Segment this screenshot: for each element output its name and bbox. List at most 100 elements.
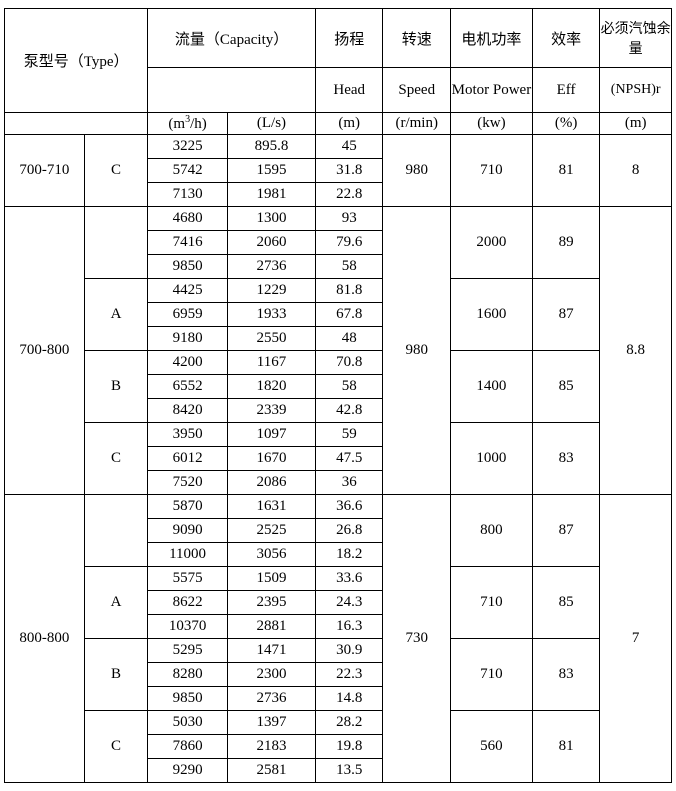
capacity-ls-cell: 2736 [227, 255, 315, 279]
variant-code-cell [84, 495, 147, 567]
col-npsh-cn: 必须汽蚀余量 [600, 9, 672, 68]
unit-rmin: (r/min) [383, 113, 451, 135]
eff-cell: 85 [532, 567, 600, 639]
capacity-ls-cell: 2339 [227, 399, 315, 423]
capacity-m3h-cell: 4425 [148, 279, 228, 303]
head-cell: 48 [315, 327, 383, 351]
capacity-m3h-cell: 4680 [148, 207, 228, 231]
head-cell: 81.8 [315, 279, 383, 303]
unit-m3h: (m3/h) [148, 113, 228, 135]
table-row: B5295147130.971083 [5, 639, 672, 663]
head-cell: 28.2 [315, 711, 383, 735]
table-row: C5030139728.256081 [5, 711, 672, 735]
col-npsh-en: (NPSH)r [600, 68, 672, 113]
table-row: 800-8005870163136.6730800877 [5, 495, 672, 519]
variant-code-cell: C [84, 423, 147, 495]
unit-pct: (%) [532, 113, 600, 135]
head-cell: 24.3 [315, 591, 383, 615]
capacity-ls-cell: 2183 [227, 735, 315, 759]
eff-cell: 89 [532, 207, 600, 279]
col-power-en: Motor Power [451, 68, 533, 113]
power-cell: 2000 [451, 207, 533, 279]
col-speed-en: Speed [383, 68, 451, 113]
table-row: B4200116770.8140085 [5, 351, 672, 375]
unit-ls: (L/s) [227, 113, 315, 135]
col-eff-cn: 效率 [532, 9, 600, 68]
power-cell: 710 [451, 639, 533, 711]
capacity-m3h-cell: 7860 [148, 735, 228, 759]
variant-code-cell: C [84, 711, 147, 783]
capacity-m3h-cell: 4200 [148, 351, 228, 375]
pump-spec-table: 泵型号（Type） 流量（Capacity） 扬程 转速 电机功率 效率 必须汽… [4, 8, 672, 783]
capacity-ls-cell: 1097 [227, 423, 315, 447]
capacity-m3h-cell: 8280 [148, 663, 228, 687]
capacity-ls-cell: 895.8 [227, 135, 315, 159]
power-cell: 560 [451, 711, 533, 783]
head-cell: 18.2 [315, 543, 383, 567]
variant-code-cell [84, 207, 147, 279]
eff-cell: 83 [532, 639, 600, 711]
capacity-m3h-cell: 9850 [148, 255, 228, 279]
capacity-ls-cell: 2550 [227, 327, 315, 351]
col-eff-en: Eff [532, 68, 600, 113]
model-cell: 800-800 [5, 495, 85, 783]
capacity-ls-cell: 1397 [227, 711, 315, 735]
head-cell: 22.8 [315, 183, 383, 207]
capacity-ls-cell: 2581 [227, 759, 315, 783]
head-cell: 33.6 [315, 567, 383, 591]
eff-cell: 85 [532, 351, 600, 423]
power-cell: 710 [451, 567, 533, 639]
capacity-ls-cell: 1631 [227, 495, 315, 519]
capacity-ls-cell: 2736 [227, 687, 315, 711]
head-cell: 30.9 [315, 639, 383, 663]
head-cell: 13.5 [315, 759, 383, 783]
capacity-ls-cell: 2525 [227, 519, 315, 543]
capacity-m3h-cell: 9090 [148, 519, 228, 543]
capacity-m3h-cell: 8622 [148, 591, 228, 615]
head-cell: 59 [315, 423, 383, 447]
power-cell: 800 [451, 495, 533, 567]
npsh-cell: 8.8 [600, 207, 672, 495]
head-cell: 58 [315, 375, 383, 399]
capacity-m3h-cell: 5295 [148, 639, 228, 663]
capacity-ls-cell: 3056 [227, 543, 315, 567]
npsh-cell: 7 [600, 495, 672, 783]
head-cell: 36.6 [315, 495, 383, 519]
head-cell: 47.5 [315, 447, 383, 471]
table-row: 700-80046801300939802000898.8 [5, 207, 672, 231]
power-cell: 710 [451, 135, 533, 207]
head-cell: 58 [315, 255, 383, 279]
capacity-ls-cell: 2300 [227, 663, 315, 687]
capacity-m3h-cell: 5575 [148, 567, 228, 591]
variant-code-cell: B [84, 639, 147, 711]
head-cell: 31.8 [315, 159, 383, 183]
header-row-1: 泵型号（Type） 流量（Capacity） 扬程 转速 电机功率 效率 必须汽… [5, 9, 672, 68]
head-cell: 19.8 [315, 735, 383, 759]
variant-code-cell: C [84, 135, 147, 207]
capacity-m3h-cell: 7416 [148, 231, 228, 255]
npsh-cell: 8 [600, 135, 672, 207]
model-cell: 700-800 [5, 207, 85, 495]
capacity-ls-cell: 1300 [227, 207, 315, 231]
col-capacity-blank [148, 68, 316, 113]
capacity-ls-cell: 2060 [227, 231, 315, 255]
head-cell: 36 [315, 471, 383, 495]
head-cell: 79.6 [315, 231, 383, 255]
capacity-ls-cell: 1595 [227, 159, 315, 183]
capacity-ls-cell: 1229 [227, 279, 315, 303]
capacity-ls-cell: 2881 [227, 615, 315, 639]
unit-m2: (m) [600, 113, 672, 135]
capacity-m3h-cell: 6012 [148, 447, 228, 471]
header-units: (m3/h) (L/s) (m) (r/min) (kw) (%) (m) [5, 113, 672, 135]
col-speed-cn: 转速 [383, 9, 451, 68]
speed-cell: 980 [383, 135, 451, 207]
capacity-m3h-cell: 9850 [148, 687, 228, 711]
capacity-ls-cell: 2395 [227, 591, 315, 615]
head-cell: 93 [315, 207, 383, 231]
col-power-cn: 电机功率 [451, 9, 533, 68]
eff-cell: 87 [532, 495, 600, 567]
speed-cell: 730 [383, 495, 451, 783]
head-cell: 67.8 [315, 303, 383, 327]
unit-blank [5, 113, 148, 135]
table-row: A4425122981.8160087 [5, 279, 672, 303]
